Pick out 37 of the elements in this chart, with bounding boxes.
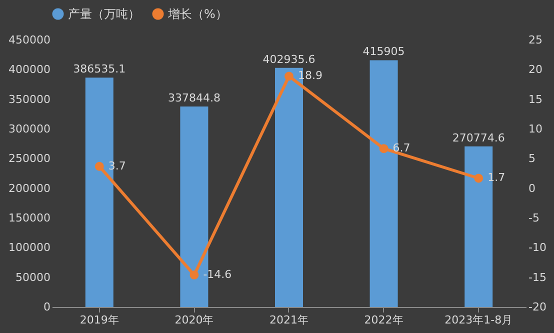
y-tick-label: 250000: [8, 152, 50, 166]
x-tick-label: 2022年: [364, 314, 404, 326]
data-label: 270774.6: [452, 131, 505, 144]
point: [94, 162, 104, 171]
y2-tick-label: -10: [528, 241, 546, 254]
data-label: 386535.1: [73, 62, 126, 76]
y-tick-label: 0: [44, 300, 50, 314]
data-label: 415905: [362, 45, 405, 58]
data-label: 402935.6: [262, 52, 316, 66]
y-tick-label: 200000: [8, 182, 50, 195]
y-tick-label: 350000: [8, 92, 50, 106]
legend-label: 产量（万吨）: [68, 7, 140, 21]
y2-tick-label: 5: [528, 152, 536, 166]
x-tick-label: 2023年1-8月: [444, 314, 513, 326]
x-tick-label: 2020年: [174, 314, 214, 326]
point: [190, 270, 199, 280]
y2-tick-label: 20: [528, 63, 542, 76]
y2-tick-label: -20: [528, 300, 546, 314]
point: [284, 72, 294, 81]
y2-tick-label: -5: [528, 212, 540, 224]
y2-tick-label: 0: [528, 182, 536, 195]
y2-tick-label: 25: [528, 34, 542, 46]
x-tick-label: 2019年: [80, 314, 119, 326]
data-label: 337844.8: [168, 92, 220, 105]
y2-tick-label: 10: [528, 122, 542, 136]
legend-label: 增长（%）: [167, 7, 228, 21]
y-tick-label: 450000: [8, 34, 50, 46]
y-tick-label: 400000: [8, 63, 50, 76]
y-tick-label: 300000: [8, 122, 50, 136]
y-tick-label: 100000: [8, 241, 50, 254]
point: [474, 174, 484, 183]
y2-tick-label: -15: [528, 270, 546, 284]
y-tick-label: 50000: [16, 270, 50, 284]
y-tick-label: 150000: [8, 212, 50, 224]
x-tick-label: 2021年: [270, 314, 308, 326]
y2-tick-label: 15: [528, 92, 542, 106]
point: [379, 144, 388, 154]
